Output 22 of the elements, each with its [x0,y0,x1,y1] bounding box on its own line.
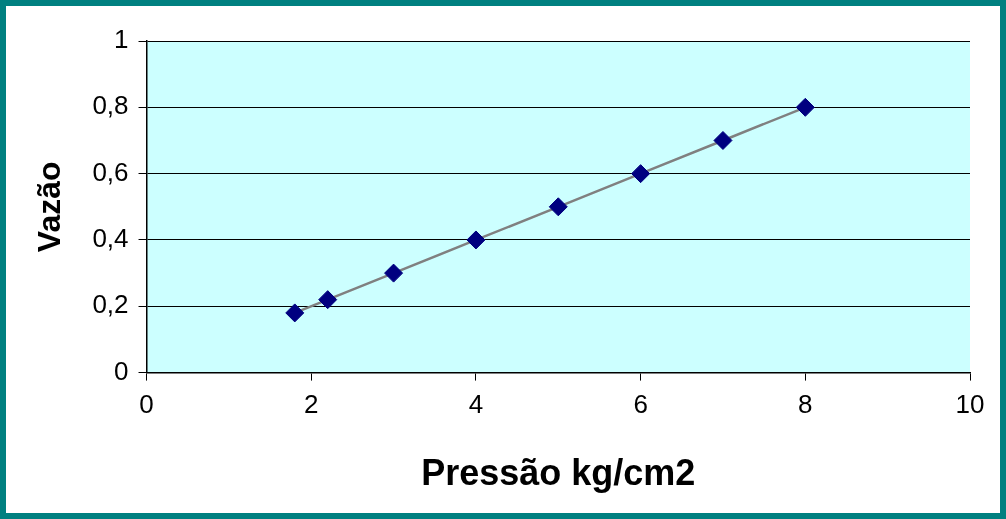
point [631,164,651,184]
y-axis-title: Vazão [31,161,68,253]
point [285,303,305,323]
x-tick-label: 4 [468,389,484,420]
point [384,263,404,283]
y-tick-label: 0,6 [92,156,129,187]
point [548,197,568,217]
y-tick-label: 0,2 [92,289,129,320]
y-tick-label: 1 [114,24,129,55]
x-tick-label: 10 [955,389,985,420]
x-tick-label: 0 [139,389,154,420]
x-tick-label: 6 [633,389,648,420]
y-tick-label: 0 [114,355,129,386]
point [795,97,815,117]
x-tick-label: 8 [798,389,813,420]
point [466,230,486,250]
x-tick-label: 2 [304,389,319,420]
point [713,130,733,150]
x-axis-title: Pressão kg/cm2 [421,452,696,494]
y-tick-label: 0,8 [92,90,129,121]
point [318,290,338,310]
y-tick-label: 0,4 [92,223,129,254]
